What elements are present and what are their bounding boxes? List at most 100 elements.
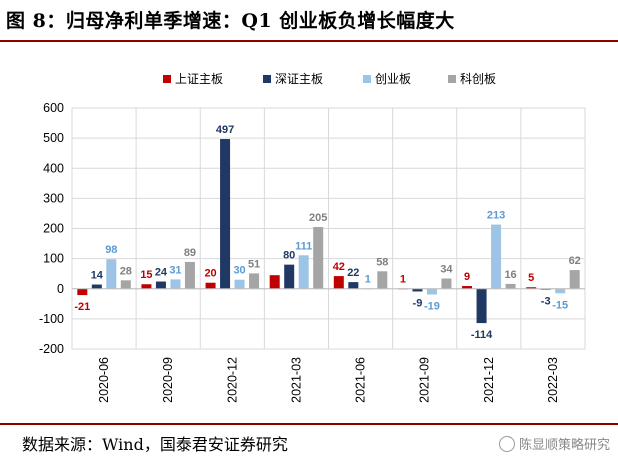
bar: [170, 279, 181, 289]
bar: [284, 264, 295, 289]
bar: [120, 280, 131, 289]
y-tick-label: 200: [43, 222, 64, 236]
bar: [91, 284, 102, 289]
bar: [155, 281, 166, 289]
bar: [348, 282, 359, 289]
data-label: 1: [365, 273, 371, 285]
legend-swatch: [163, 75, 171, 83]
data-label: -21: [74, 301, 90, 313]
bar: [526, 287, 537, 289]
bar: [249, 273, 260, 289]
y-tick-label: -100: [39, 312, 64, 326]
data-label: 62: [569, 255, 581, 267]
data-label: -9: [413, 297, 423, 309]
title-rule: [0, 40, 618, 42]
y-tick-label: 0: [57, 282, 64, 296]
legend-label: 上证主板: [175, 72, 223, 86]
data-label: -114: [471, 329, 493, 341]
data-label: 497: [216, 124, 234, 136]
bar: [377, 271, 388, 289]
legend-swatch: [363, 75, 371, 83]
data-label: 89: [184, 247, 196, 259]
data-label: 30: [233, 265, 245, 277]
data-label: 213: [487, 210, 505, 222]
data-label: 80: [283, 250, 295, 262]
data-label: 24: [155, 267, 168, 279]
bar: [141, 284, 152, 289]
chart-grid: [71, 107, 586, 350]
data-label: 42: [333, 261, 345, 273]
data-label: 15: [140, 269, 152, 281]
bar: [313, 226, 324, 289]
bar: [476, 288, 487, 324]
data-label: 20: [204, 268, 216, 280]
data-label: 28: [120, 265, 132, 277]
x-axis-ticks: 2020-06 2020-09 2020-12 2021-03 2021-06 2021-…: [97, 357, 560, 403]
bar-chart: 上证主板 深证主板 创业板 科创板 -200 -100 0 100 200 300 400 500 6…: [39, 72, 586, 403]
data-label: 1: [400, 273, 406, 285]
y-axis-ticks: -200 -100 0 100 200 300 400 500 600: [39, 101, 64, 356]
legend-swatch: [448, 75, 456, 83]
bar: [491, 224, 502, 289]
bar: [184, 261, 195, 289]
x-tick-label: 2021-03: [289, 357, 303, 403]
legend-label: 科创板: [460, 72, 496, 86]
bar: [106, 259, 117, 289]
data-label: -15: [552, 299, 568, 311]
legend-swatch: [263, 75, 271, 83]
chart-bars: [77, 139, 580, 324]
footer-rule: [0, 423, 618, 425]
bar: [426, 288, 437, 295]
chart-legend: 上证主板 深证主板 创业板 科创板: [163, 72, 496, 86]
y-tick-label: 600: [43, 101, 64, 115]
data-label: 31: [169, 264, 181, 276]
x-tick-label: 2020-09: [161, 357, 175, 403]
bar: [555, 288, 566, 294]
watermark: 陈显顺策略研究: [498, 434, 610, 453]
y-tick-label: 500: [43, 131, 64, 145]
bar: [462, 286, 473, 289]
y-tick-label: -200: [39, 342, 64, 356]
legend-label: 深证主板: [275, 72, 323, 86]
x-tick-label: 2020-12: [225, 357, 239, 403]
bar: [569, 270, 580, 289]
data-label: 51: [248, 258, 260, 270]
data-label: 111: [295, 240, 312, 252]
source-note: 数据来源：Wind，国泰君安证券研究: [22, 435, 288, 454]
data-label: 9: [464, 271, 470, 283]
x-tick-label: 2021-09: [418, 357, 432, 403]
y-tick-label: 400: [43, 161, 64, 175]
wechat-icon: [498, 436, 515, 452]
bar: [298, 255, 309, 289]
bar: [269, 275, 280, 289]
bar: [205, 282, 216, 289]
y-tick-label: 100: [43, 252, 64, 266]
data-label: -3: [541, 296, 551, 308]
x-tick-label: 2020-06: [97, 357, 111, 403]
data-label: 5: [528, 272, 534, 284]
plot-frame: [71, 107, 586, 350]
data-label: 34: [440, 264, 453, 276]
x-tick-label: 2022-03: [546, 357, 560, 403]
x-tick-label: 2021-12: [482, 357, 496, 403]
data-label: 22: [347, 267, 359, 279]
bar: [412, 288, 423, 292]
data-label: 205: [309, 212, 327, 224]
bar: [505, 283, 516, 289]
data-label: 98: [105, 244, 117, 256]
y-tick-label: 300: [43, 191, 64, 205]
bar: [333, 276, 344, 289]
x-tick-label: 2021-06: [354, 357, 368, 403]
data-label: 58: [376, 256, 388, 268]
bar: [234, 279, 245, 289]
data-label: 16: [504, 269, 516, 281]
watermark-text: 陈显顺策略研究: [518, 438, 610, 453]
bar: [220, 139, 231, 289]
bar: [441, 278, 452, 289]
data-label: 14: [91, 270, 104, 282]
legend-label: 创业板: [375, 72, 411, 86]
chart-title: 图 8：归母净利单季增速：Q1 创业板负增长幅度大: [6, 10, 455, 32]
data-label: -19: [424, 300, 440, 312]
bar: [77, 288, 88, 296]
